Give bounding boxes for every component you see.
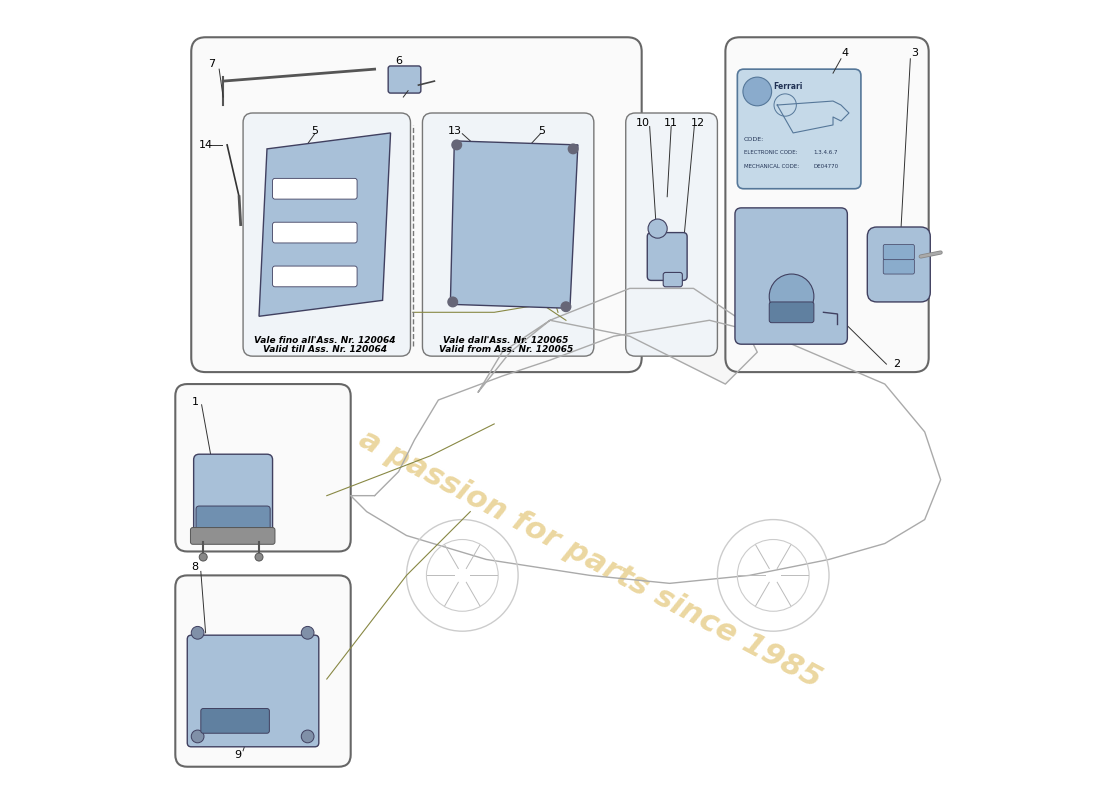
Circle shape <box>191 730 204 743</box>
Text: 14: 14 <box>198 140 212 150</box>
Polygon shape <box>478 288 757 392</box>
FancyBboxPatch shape <box>201 709 270 734</box>
FancyBboxPatch shape <box>194 454 273 537</box>
Text: 9: 9 <box>234 750 241 760</box>
Text: 6: 6 <box>395 56 402 66</box>
Text: 5: 5 <box>539 126 546 135</box>
FancyBboxPatch shape <box>725 38 928 372</box>
FancyBboxPatch shape <box>175 384 351 551</box>
FancyBboxPatch shape <box>243 113 410 356</box>
Circle shape <box>742 77 771 106</box>
FancyBboxPatch shape <box>196 506 271 534</box>
Circle shape <box>191 626 204 639</box>
Circle shape <box>255 553 263 561</box>
FancyBboxPatch shape <box>737 69 861 189</box>
Text: 3: 3 <box>912 48 918 58</box>
Text: MECHANICAL CODE:: MECHANICAL CODE: <box>744 164 799 169</box>
FancyBboxPatch shape <box>422 113 594 356</box>
Text: 4: 4 <box>842 48 848 58</box>
FancyBboxPatch shape <box>735 208 847 344</box>
Text: ELECTRONIC CODE:: ELECTRONIC CODE: <box>744 150 798 155</box>
Text: Vale fino all'Ass. Nr. 120064: Vale fino all'Ass. Nr. 120064 <box>254 336 396 345</box>
Text: 12: 12 <box>691 118 704 127</box>
Circle shape <box>301 626 314 639</box>
Text: Vale dall'Ass. Nr. 120065: Vale dall'Ass. Nr. 120065 <box>443 336 569 345</box>
FancyBboxPatch shape <box>187 635 319 746</box>
FancyBboxPatch shape <box>191 38 641 372</box>
FancyBboxPatch shape <box>883 245 914 260</box>
Circle shape <box>452 140 462 150</box>
Circle shape <box>448 297 458 306</box>
FancyBboxPatch shape <box>663 273 682 286</box>
Polygon shape <box>450 141 578 308</box>
Text: 10: 10 <box>636 118 650 127</box>
Text: 8: 8 <box>191 562 199 573</box>
FancyBboxPatch shape <box>883 259 914 274</box>
FancyBboxPatch shape <box>273 222 358 243</box>
Text: CODE:: CODE: <box>744 137 764 142</box>
Circle shape <box>561 302 571 311</box>
Text: 11: 11 <box>664 118 679 127</box>
FancyBboxPatch shape <box>175 575 351 766</box>
FancyBboxPatch shape <box>273 178 358 199</box>
FancyBboxPatch shape <box>647 233 688 281</box>
Circle shape <box>769 274 814 318</box>
Text: 1: 1 <box>191 397 199 406</box>
Text: a passion for parts since 1985: a passion for parts since 1985 <box>354 425 826 694</box>
Text: 13: 13 <box>448 126 461 135</box>
FancyBboxPatch shape <box>867 227 931 302</box>
Circle shape <box>301 730 314 743</box>
Circle shape <box>569 144 578 154</box>
FancyBboxPatch shape <box>388 66 421 93</box>
Circle shape <box>648 219 668 238</box>
Text: Valid till Ass. Nr. 120064: Valid till Ass. Nr. 120064 <box>263 346 387 354</box>
FancyBboxPatch shape <box>190 527 275 544</box>
Polygon shape <box>258 133 390 316</box>
Text: Valid from Ass. Nr. 120065: Valid from Ass. Nr. 120065 <box>439 346 573 354</box>
Text: Ferrari: Ferrari <box>773 82 803 91</box>
Text: DE04770: DE04770 <box>813 164 838 169</box>
FancyBboxPatch shape <box>626 113 717 356</box>
Text: 1.3.4.6.7: 1.3.4.6.7 <box>813 150 837 155</box>
FancyBboxPatch shape <box>769 302 814 322</box>
Text: 2: 2 <box>893 359 901 369</box>
FancyBboxPatch shape <box>273 266 358 286</box>
Text: 5: 5 <box>311 126 318 135</box>
Circle shape <box>199 553 207 561</box>
Text: 7: 7 <box>208 58 214 69</box>
